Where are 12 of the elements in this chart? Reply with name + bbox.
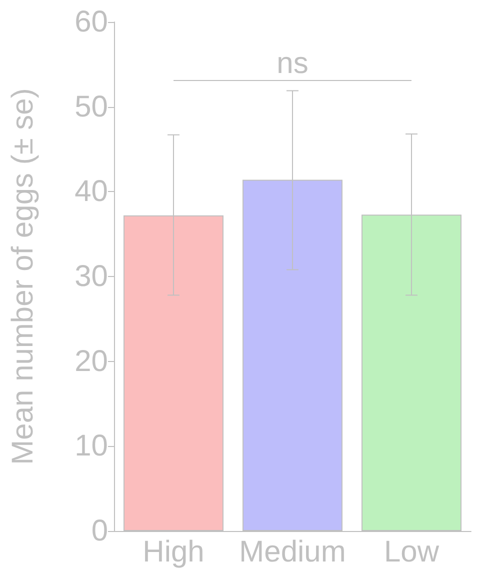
y-tick-label: 60: [74, 6, 108, 38]
x-tick-label: High: [142, 536, 204, 568]
y-tick-label: 30: [74, 260, 108, 293]
y-tick-label: 0: [91, 514, 108, 548]
y-tick-label: 50: [74, 90, 108, 124]
x-tick-label: Low: [384, 536, 440, 568]
x-tick-label: Medium: [239, 536, 346, 568]
y-axis-title: Mean number of eggs (± se): [6, 88, 40, 465]
y-tick-label: 20: [74, 344, 108, 378]
ref-line-label: ns: [276, 47, 308, 80]
y-tick-label: 10: [74, 430, 108, 463]
y-tick-label: 40: [74, 175, 108, 208]
